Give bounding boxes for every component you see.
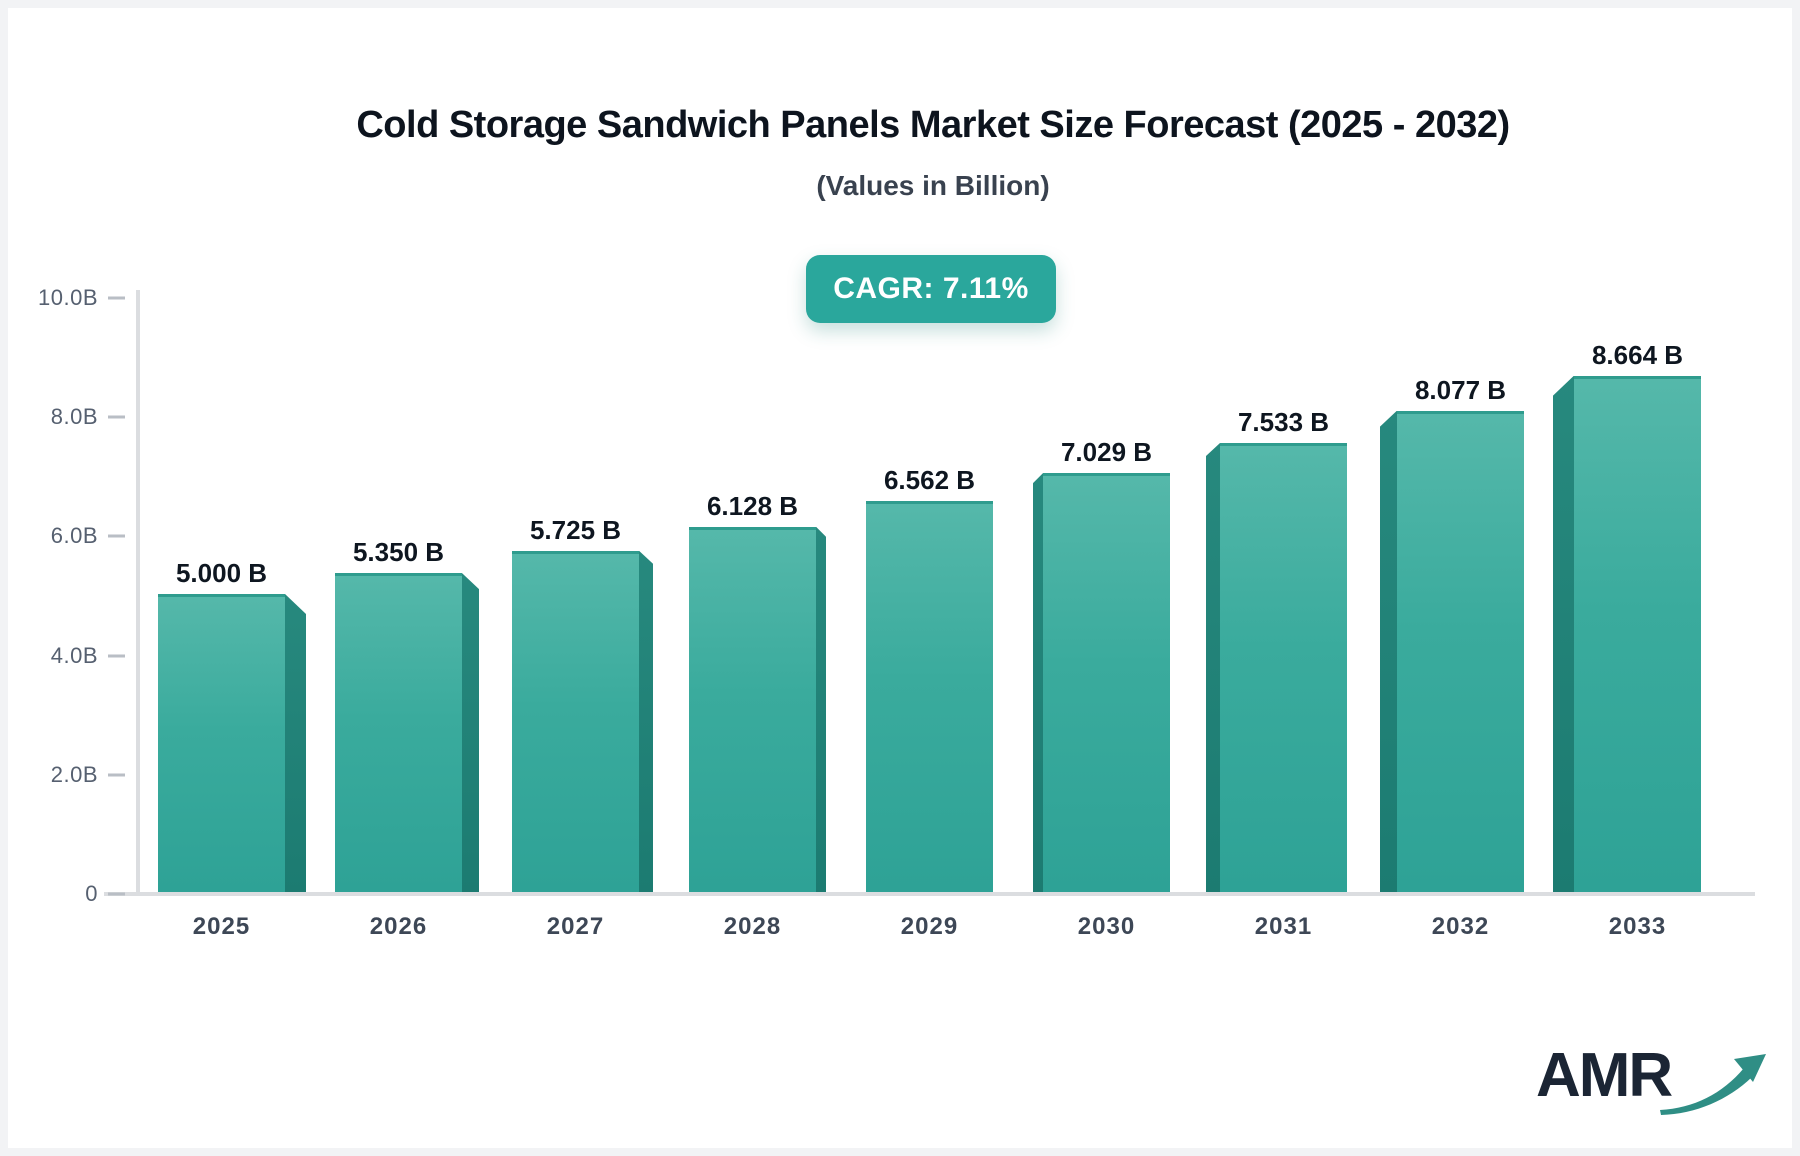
x-axis-label-2026: 2026: [369, 913, 428, 940]
cagr-badge: CAGR: 7.11%: [806, 255, 1056, 323]
bar-value-label-2033: 8.664 B: [1591, 339, 1684, 370]
bar-2033: [1574, 375, 1701, 892]
bar-value-label-2030: 7.029 B: [1060, 437, 1153, 468]
y-tick-mark: [108, 773, 125, 777]
x-axis-label-2027: 2027: [546, 913, 605, 940]
bar-value-label-2032: 8.077 B: [1414, 374, 1507, 405]
amr-logo: AMR: [1536, 1040, 1766, 1120]
bar-value-label-2027: 5.725 B: [529, 514, 622, 545]
bar-side-2030: [1033, 473, 1043, 892]
y-tick-mark: [108, 654, 125, 658]
cagr-badge-label: CAGR: 7.11%: [833, 272, 1029, 305]
y-tick-label: 2.0B: [50, 761, 98, 787]
x-axis-label-2029: 2029: [900, 913, 959, 940]
bar-side-2032: [1380, 410, 1397, 892]
bar-value-label-2031: 7.533 B: [1237, 407, 1330, 438]
bar-2030: [1043, 473, 1170, 892]
y-tick-label: 8.0B: [50, 404, 98, 430]
bar-2029: [866, 500, 993, 892]
x-axis-label-2033: 2033: [1608, 913, 1667, 940]
bar-side-2025: [285, 594, 306, 892]
y-axis-line: [136, 290, 140, 896]
y-tick-label: 6.0B: [50, 523, 98, 549]
bar-value-label-2026: 5.350 B: [352, 537, 445, 568]
bar-2025: [158, 594, 285, 892]
bar-value-label-2029: 6.562 B: [883, 464, 976, 495]
bar-side-2027: [639, 550, 653, 892]
x-axis-label-2030: 2030: [1077, 913, 1136, 940]
x-axis-label-2028: 2028: [723, 913, 782, 940]
y-tick-mark: [108, 296, 125, 300]
y-tick-label: 4.0B: [50, 642, 98, 668]
bar-side-2026: [462, 573, 479, 892]
x-axis-label-2032: 2032: [1431, 913, 1490, 940]
bar-2028: [689, 526, 816, 892]
x-axis-line: [104, 892, 1755, 896]
y-tick-label: 10.0B: [38, 285, 98, 310]
bar-side-2031: [1206, 443, 1220, 892]
bar-2031: [1220, 443, 1347, 892]
bar-side-2028: [816, 526, 826, 892]
bar-value-label-2028: 6.128 B: [706, 490, 799, 521]
x-axis-label-2031: 2031: [1254, 913, 1313, 940]
bar-2026: [335, 573, 462, 892]
page-title: Cold Storage Sandwich Panels Market Size…: [356, 104, 1510, 146]
y-tick-mark: [108, 534, 125, 538]
bar-value-label-2025: 5.000 B: [175, 558, 268, 588]
growth-arrow-icon: [1660, 1054, 1766, 1115]
y-tick-label: 0: [85, 881, 98, 906]
x-axis-label-2025: 2025: [192, 913, 251, 940]
page-subtitle: (Values in Billion): [816, 170, 1050, 201]
bar-2032: [1397, 410, 1524, 892]
chart-card: Cold Storage Sandwich Panels Market Size…: [8, 8, 1792, 1148]
amr-logo-text: AMR: [1536, 1041, 1673, 1110]
bar-side-2033: [1553, 375, 1574, 892]
y-tick-mark: [108, 892, 125, 896]
y-tick-mark: [108, 415, 125, 419]
bar-2027: [512, 550, 639, 892]
